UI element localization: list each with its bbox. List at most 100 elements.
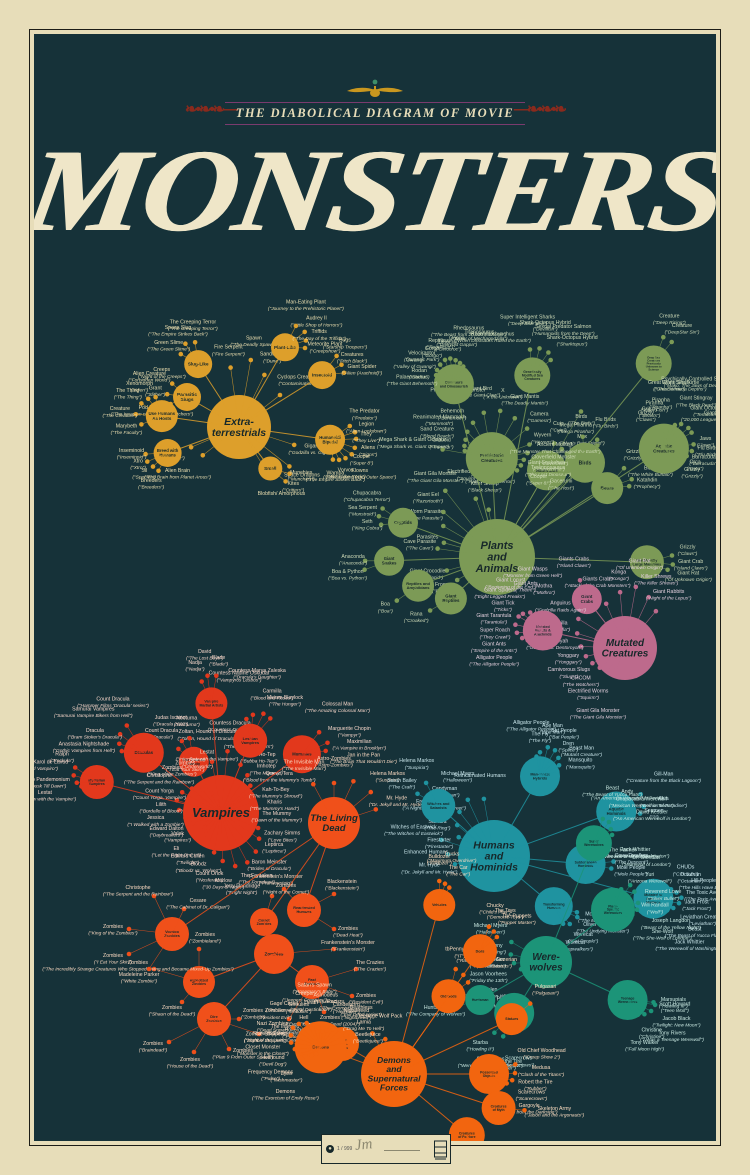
svg-text:("Clash of the Titans"): ("Clash of the Titans"): [518, 1072, 565, 1078]
svg-text:("I Eat Your Skin"): ("I Eat Your Skin"): [94, 960, 133, 966]
svg-text:("Halloween"): ("Halloween"): [443, 778, 472, 784]
svg-text:Demons: Demons: [276, 1089, 296, 1095]
svg-text:Helena Markos: Helena Markos: [370, 771, 405, 777]
svg-text:Jaws: Jaws: [700, 436, 712, 442]
svg-text:Count Karol de Lavud: Count Karol de Lavud: [34, 760, 68, 766]
svg-text:Dead: Dead: [322, 823, 345, 834]
svg-text:("King Cobra"): ("King Cobra"): [352, 526, 383, 532]
svg-text:("Alien"): ("Alien"): [131, 387, 149, 393]
svg-text:Forces: Forces: [380, 1082, 408, 1092]
svg-text:Firestarter: Firestarter: [427, 837, 451, 843]
svg-text:Vampires: Vampires: [192, 805, 250, 820]
svg-text:("Twilight"): ("Twilight"): [176, 860, 199, 866]
svg-text:Giant Tarantula: Giant Tarantula: [476, 613, 511, 619]
svg-text:Nightbreed: Nightbreed: [344, 1008, 369, 1014]
svg-text:Hybrids: Hybrids: [533, 777, 547, 781]
svg-text:("Frankenstein"): ("Frankenstein"): [331, 947, 366, 953]
svg-text:Closet Monster: Closet Monster: [245, 1044, 280, 1050]
svg-text:("Dracula 2000"): ("Dracula 2000"): [153, 722, 189, 728]
svg-text:As Hosts: As Hosts: [152, 416, 172, 421]
svg-text:Cooper: Cooper: [353, 454, 370, 460]
svg-text:Will Randall: Will Randall: [641, 903, 668, 909]
svg-text:Vampires: Vampires: [89, 782, 105, 786]
svg-text:("Drag Me To Hell"): ("Drag Me To Hell"): [343, 1026, 384, 1032]
svg-text:("Leptirca"): ("Leptirca"): [262, 848, 286, 854]
svg-text:("Empire of the Ants"): ("Empire of the Ants"): [471, 648, 517, 654]
svg-text:Flu Birds: Flu Birds: [697, 446, 716, 452]
svg-text:Gargoyle: Gargoyle: [519, 1103, 540, 1109]
svg-text:Super Roach: Super Roach: [480, 628, 510, 634]
svg-text:("30 Days of Night"): ("30 Days of Night"): [202, 885, 244, 891]
svg-text:("Count Yorga, Vampire"): ("Count Yorga, Vampire"): [133, 795, 187, 801]
svg-text:("Jack Frost"): ("Jack Frost"): [682, 906, 711, 912]
svg-text:Objects: Objects: [483, 1074, 496, 1078]
svg-text:("Super 8!"): ("Super 8!"): [526, 481, 551, 487]
svg-text:Birds: Birds: [575, 414, 587, 420]
svg-text:Kharis: Kharis: [267, 799, 282, 805]
svg-text:Mr. Hyde: Mr. Hyde: [386, 796, 407, 802]
svg-text:Judas Iscariot: Judas Iscariot: [155, 715, 188, 721]
svg-text:Madeleine Parker: Madeleine Parker: [119, 972, 160, 978]
svg-text:Scarecrows: Scarecrows: [518, 1090, 546, 1096]
svg-text:Giant Stingray: Giant Stingray: [680, 396, 713, 402]
svg-text:Zombies: Zombies: [162, 1005, 182, 1011]
svg-text:("Vampyr"): ("Vampyr"): [338, 733, 361, 739]
svg-text:("Samurai Vampire Bikers from: ("Samurai Vampire Bikers from Hell"): [54, 713, 133, 719]
svg-text:("The Creature"): ("The Creature"): [102, 413, 137, 419]
svg-text:("The Hills Have Eyes"): ("The Hills Have Eyes"): [679, 885, 716, 891]
svg-text:Cooper: Cooper: [530, 474, 547, 480]
svg-text:Creatures: Creatures: [602, 649, 649, 660]
svg-text:Witches of Eastwick: Witches of Eastwick: [391, 824, 438, 830]
svg-text:Yonggary: Yonggary: [557, 653, 579, 659]
svg-text:Camera: Camera: [530, 411, 549, 417]
svg-text:("Mega Piranha"): ("Mega Piranha"): [557, 429, 594, 435]
svg-text:("Underworld"): ("Underworld"): [182, 764, 214, 770]
svg-text:Anastasia Nightshade: Anastasia Nightshade: [59, 742, 110, 748]
svg-text:("Journey to the Prehistoric P: ("Journey to the Prehistoric Planet"): [268, 306, 344, 312]
svg-text:Count Dracula: Count Dracula: [96, 697, 129, 703]
svg-text:("Deep Blue Sea"): ("Deep Blue Sea"): [508, 321, 547, 327]
svg-text:("Boa vs. Python"): ("Boa vs. Python"): [328, 575, 367, 581]
svg-text:("Mega Shark vs. Giant Octopus: ("Mega Shark vs. Giant Octopus"): [377, 444, 449, 450]
svg-text:("Bat People"): ("Bat People"): [549, 734, 579, 740]
svg-text:Giant Squid: Giant Squid: [704, 411, 716, 417]
svg-text:("The Cabinet of Dr. Caligari": ("The Cabinet of Dr. Caligari"): [166, 905, 230, 911]
svg-text:Aliens: Aliens: [361, 445, 376, 451]
svg-text:("Devil Dog"): ("Devil Dog"): [259, 1062, 287, 1068]
svg-text:Nadja: Nadja: [188, 660, 202, 666]
svg-text:("Mothra"): ("Mothra"): [533, 590, 555, 596]
svg-text:("Black Sheep"): ("Black Sheep"): [468, 488, 502, 494]
svg-text:Slugs: Slugs: [180, 397, 193, 403]
svg-text:Medusa: Medusa: [532, 1065, 551, 1071]
svg-text:("I Walked with a Zombie"): ("I Walked with a Zombie"): [127, 822, 184, 828]
svg-text:Jack Frost: Jack Frost: [685, 899, 709, 905]
svg-text:Zachary Simms: Zachary Simms: [264, 831, 300, 837]
svg-text:("Little Shop of Horrors"): ("Little Shop of Horrors"): [291, 322, 343, 328]
svg-text:("White Zombie"): ("White Zombie"): [121, 979, 158, 985]
svg-text:Martial Artists: Martial Artists: [199, 704, 223, 708]
svg-text:Giant Crab: Giant Crab: [678, 559, 703, 565]
svg-text:("The Killer Shrews"): ("The Killer Shrews"): [634, 581, 679, 587]
svg-text:terrestrials: terrestrials: [212, 427, 266, 439]
svg-text:("Claws"): ("Claws"): [678, 551, 698, 557]
svg-text:Pulgasari: Pulgasari: [535, 984, 557, 990]
svg-text:("The Giant Behemoth"): ("The Giant Behemoth"): [387, 381, 438, 387]
svg-text:("Devilfish"): ("Devilfish"): [533, 327, 558, 333]
svg-text:Zombies: Zombies: [195, 932, 215, 938]
svg-text:("Ghoulies"): ("Ghoulies"): [286, 1009, 312, 1015]
svg-text:Christophe: Christophe: [125, 885, 150, 891]
svg-text:Zombies: Zombies: [276, 883, 296, 889]
svg-text:("Croaked"): ("Croaked"): [404, 618, 429, 624]
svg-text:("The Cave"): ("The Cave"): [406, 546, 434, 552]
svg-text:The Invisible Man: The Invisible Man: [284, 760, 325, 766]
svg-text:Giant Rabbits: Giant Rabbits: [653, 589, 685, 595]
svg-text:("The Werewolf of Washington"): ("The Werewolf of Washington"): [655, 946, 716, 952]
svg-text:Eli: Eli: [174, 846, 180, 852]
svg-text:("Vampyros Lesbos"): ("Vampyros Lesbos"): [217, 677, 262, 683]
svg-text:Satanists: Satanists: [430, 806, 447, 810]
svg-text:Count Yorga: Count Yorga: [145, 788, 174, 794]
svg-text:("Beetlejuice"): ("Beetlejuice"): [353, 1039, 383, 1045]
svg-text:Jan in the Pan: Jan in the Pan: [347, 753, 380, 759]
svg-text:Killer Shrews: Killer Shrews: [641, 574, 672, 580]
svg-text:Hellhound: Hellhound: [261, 1055, 284, 1061]
